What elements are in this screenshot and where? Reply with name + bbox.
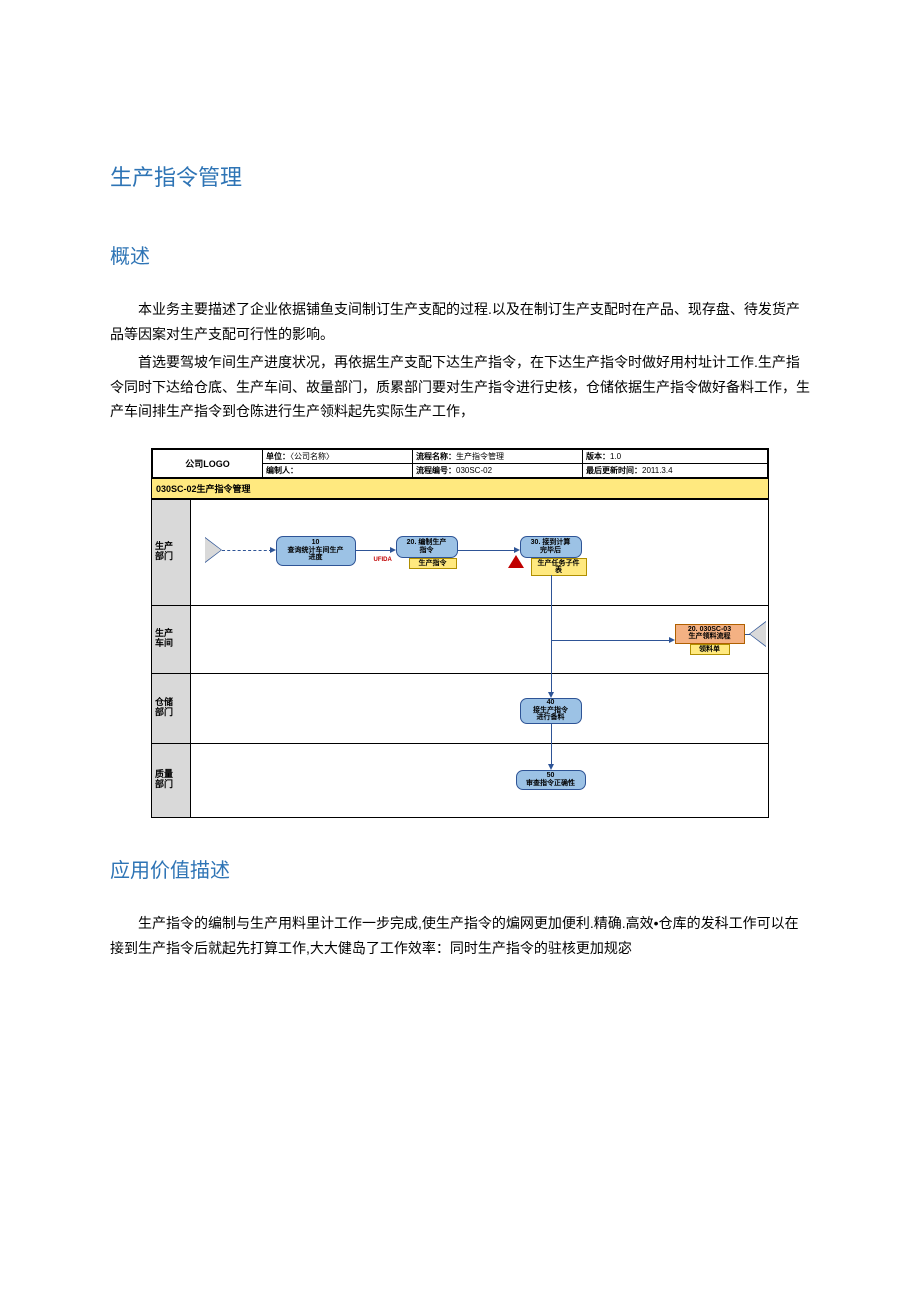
arrow-head-50 bbox=[548, 764, 554, 770]
flow-diagram: 公司LOGO 单位：〈公司名称〉 流程名称：生产指令管理 版本：1.0 编制人：… bbox=[151, 448, 769, 819]
page-title: 生产指令管理 bbox=[110, 160, 810, 192]
unit-value: 〈公司名称〉 bbox=[290, 452, 334, 461]
diagram-header-table: 公司LOGO 单位：〈公司名称〉 流程名称：生产指令管理 版本：1.0 编制人：… bbox=[152, 449, 768, 478]
arrow-to-60 bbox=[551, 640, 671, 641]
arrow-v-to-50 bbox=[551, 744, 552, 766]
node-30-note: 生产任务子件表 bbox=[531, 558, 587, 577]
version-label: 版本： bbox=[586, 452, 610, 461]
flowno-label: 流程编号： bbox=[416, 466, 456, 475]
node-10: 10查询统计车间生产进度 bbox=[276, 536, 356, 566]
section-overview-heading: 概述 bbox=[110, 240, 810, 269]
update-value: 2011.3.4 bbox=[642, 466, 673, 475]
flowname-label: 流程名称： bbox=[416, 452, 456, 461]
lane-label-production-dept: 生产部门 bbox=[152, 499, 190, 605]
unit-cell: 单位：〈公司名称〉 bbox=[263, 449, 413, 463]
section-value-heading: 应用价值描述 bbox=[110, 854, 810, 883]
arrow-30-down bbox=[551, 575, 552, 606]
author-cell: 编制人： bbox=[263, 463, 413, 477]
value-p1: 生产指令的编制与生产用料里计工作一步完成,使生产指令的煸网更加便利.精确.高效•… bbox=[110, 911, 810, 960]
flowname-cell: 流程名称：生产指令管理 bbox=[413, 449, 583, 463]
lane-body-workshop: 20. 030SC-03生产领料流程 领料单 bbox=[190, 605, 768, 673]
overview-p2: 首选要驾坡乍间生产进度状况，再依据生产支配下达生产指令，在下达生产指令时做好用村… bbox=[110, 350, 810, 424]
arrow-v-to-40 bbox=[551, 674, 552, 694]
arrow-start-to-10 bbox=[222, 550, 272, 551]
node-50: 50审查指令正确性 bbox=[516, 770, 586, 790]
start-tri-fill bbox=[205, 538, 221, 562]
node-20: 20. 编制生产指令 bbox=[396, 536, 458, 558]
warning-icon bbox=[508, 555, 524, 568]
author-label: 编制人： bbox=[266, 466, 298, 475]
update-label: 最后更新时间： bbox=[586, 466, 642, 475]
overview-p1: 本业务主要描述了企业依据铺鱼支间制订生产支配的过程.以及在制订生产支配时在产品、… bbox=[110, 297, 810, 346]
lane-body-quality: 50审查指令正确性 bbox=[190, 743, 768, 817]
update-cell: 最后更新时间：2011.3.4 bbox=[583, 463, 768, 477]
arrow-v-40-down bbox=[551, 724, 552, 744]
lane-label-warehouse: 仓储部门 bbox=[152, 673, 190, 743]
arrow-head-1 bbox=[270, 547, 276, 553]
arrow-v-lane2 bbox=[551, 606, 552, 674]
arrow-head-2 bbox=[390, 547, 396, 553]
node-20-note: 生产指令 bbox=[409, 558, 457, 569]
lane-body-warehouse: 40接生产指令进行备料 bbox=[190, 673, 768, 743]
node-20-red: UFIDA bbox=[374, 557, 392, 563]
arrow-20-to-30 bbox=[458, 550, 516, 551]
node-60-note: 领料单 bbox=[690, 644, 730, 655]
flowname-value: 生产指令管理 bbox=[456, 452, 504, 461]
value-block: 生产指令的编制与生产用料里计工作一步完成,使生产指令的煸网更加便利.精确.高效•… bbox=[110, 911, 810, 960]
unit-label: 单位： bbox=[266, 452, 290, 461]
swimlane-table: 生产部门 10查询统计车间生产进度 20. 编制生产指令 UFIDA 生产指令 … bbox=[152, 499, 768, 818]
lane-label-workshop: 生产车间 bbox=[152, 605, 190, 673]
overview-block: 本业务主要描述了企业依据铺鱼支间制订生产支配的过程.以及在制订生产支配时在产品、… bbox=[110, 297, 810, 424]
diagram-logo-cell: 公司LOGO bbox=[153, 449, 263, 477]
end-tri bbox=[750, 622, 766, 646]
node-30: 30. 接到计算完毕后 bbox=[520, 536, 582, 558]
version-cell: 版本：1.0 bbox=[583, 449, 768, 463]
node-40: 40接生产指令进行备料 bbox=[520, 698, 582, 724]
lane-body-production-dept: 10查询统计车间生产进度 20. 编制生产指令 UFIDA 生产指令 30. 接… bbox=[190, 499, 768, 605]
version-value: 1.0 bbox=[610, 452, 621, 461]
diagram-title-band: 030SC-02生产指令管理 bbox=[152, 478, 768, 499]
arrow-head-40 bbox=[548, 692, 554, 698]
flowno-cell: 流程编号：030SC-02 bbox=[413, 463, 583, 477]
arrow-10-to-20 bbox=[356, 550, 392, 551]
arrow-head-3 bbox=[514, 547, 520, 553]
lane-label-quality: 质量部门 bbox=[152, 743, 190, 817]
node-60: 20. 030SC-03生产领料流程 bbox=[675, 624, 745, 644]
flowno-value: 030SC-02 bbox=[456, 466, 492, 475]
